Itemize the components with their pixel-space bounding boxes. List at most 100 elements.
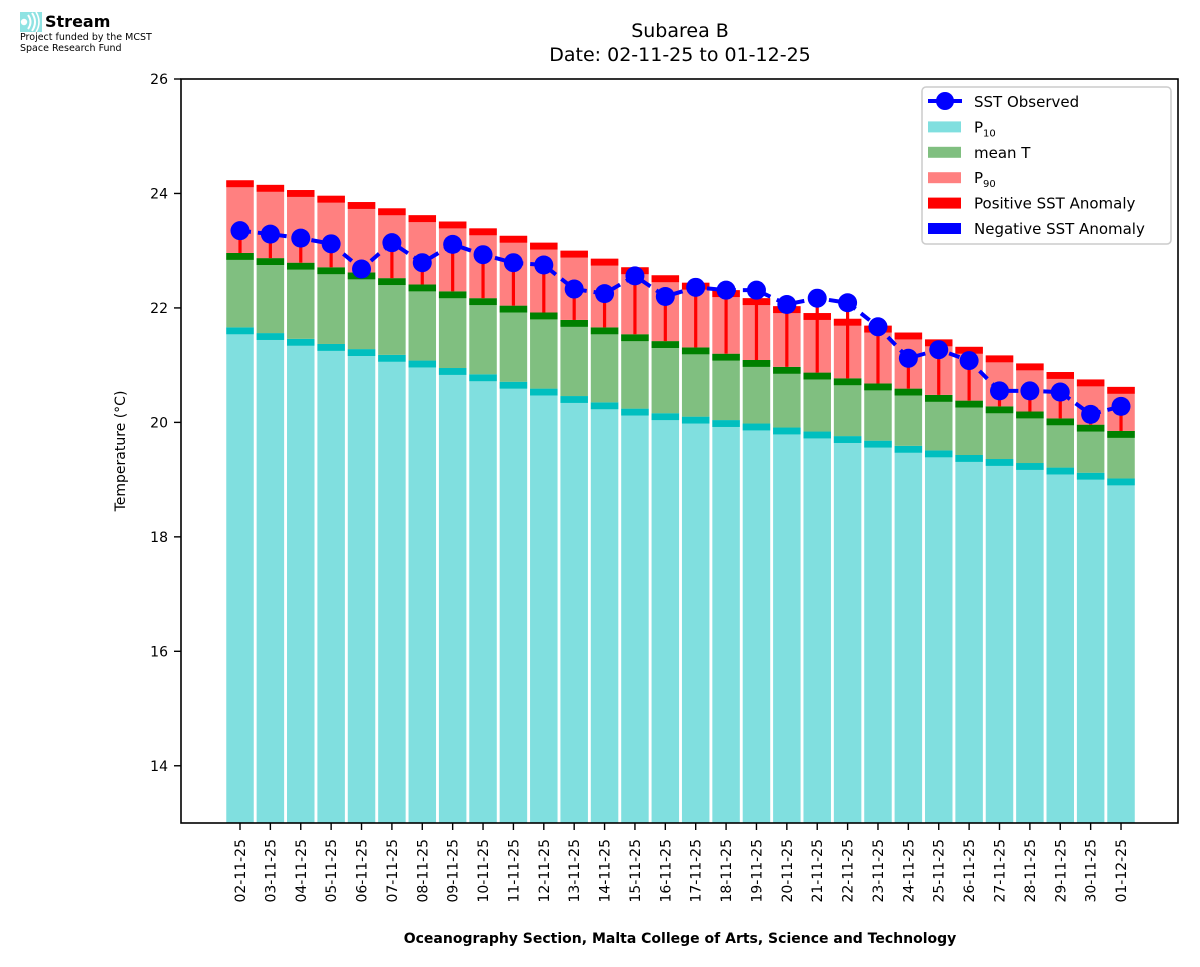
- bar-mean: [985, 406, 1014, 460]
- sst-observed-point: [1081, 404, 1101, 424]
- bar-mean: [1016, 411, 1044, 464]
- sst-observed-point: [382, 233, 402, 253]
- y-tick-label: 24: [150, 186, 168, 202]
- bar-p10-cap: [226, 327, 254, 335]
- bar-p90-cap: [1076, 379, 1105, 387]
- bar-p90-cap: [985, 355, 1014, 363]
- bar-mean-cap: [894, 388, 923, 396]
- brand-name: Stream: [45, 12, 111, 31]
- bar-p10-cap: [712, 420, 740, 427]
- bar-p90-cap: [499, 235, 528, 243]
- y-tick-label: 20: [150, 415, 168, 431]
- bar-p10-cap: [621, 408, 649, 416]
- bar-mean-cap: [226, 252, 254, 260]
- bar-mean: [712, 353, 740, 421]
- bar-p10: [590, 402, 619, 823]
- bar-p10-cap: [347, 349, 376, 356]
- bar-p10-cap: [924, 450, 953, 458]
- x-axis: 02-11-25 03-11-25 04-11-25 05-11-25 06-11-25…: [233, 823, 1130, 903]
- bar-mean: [651, 341, 680, 414]
- bar-p10: [469, 374, 497, 823]
- bar-mean-cap: [438, 291, 467, 299]
- x-tick-label: 26-11-25: [962, 839, 978, 903]
- bar-p10: [438, 368, 467, 823]
- x-tick-label: 11-11-25: [506, 839, 522, 903]
- bar-mean: [803, 372, 831, 432]
- bar-p90-cap: [560, 250, 588, 258]
- bar-p90-cap: [438, 221, 467, 229]
- bar-p10: [924, 450, 953, 823]
- x-tick-label: 19-11-25: [749, 839, 765, 903]
- bar-mean: [590, 327, 619, 403]
- sst-observed-point: [898, 348, 918, 368]
- legend-swatch-icon: [928, 172, 961, 184]
- bar-mean: [955, 400, 983, 456]
- chart-subtitle: Date: 02-11-25 to 01-12-25: [549, 44, 811, 66]
- bar-p90-cap: [317, 195, 345, 203]
- bar-mean-cap: [651, 341, 680, 348]
- x-tick-label: 16-11-25: [658, 839, 674, 903]
- x-tick-label: 25-11-25: [932, 839, 948, 903]
- bar-mean-cap: [317, 267, 345, 275]
- legend-label: mean T: [974, 144, 1031, 162]
- bar-p10-cap: [955, 455, 983, 462]
- bar-p10: [1016, 463, 1044, 823]
- sst-observed-point: [564, 279, 584, 299]
- bar-mean: [256, 258, 285, 334]
- bar-mean: [894, 388, 923, 446]
- x-tick-label: 06-11-25: [355, 839, 371, 903]
- y-tick-label: 16: [150, 644, 168, 660]
- sst-observed-point: [929, 340, 949, 360]
- bar-mean: [621, 334, 649, 409]
- bar-p10: [833, 436, 862, 823]
- y-axis-label: Temperature (°C): [113, 391, 129, 513]
- sst-observed-point: [1020, 381, 1040, 401]
- bar-p10-cap: [742, 423, 771, 431]
- sst-observed-point: [534, 255, 554, 275]
- x-tick-label: 08-11-25: [415, 839, 431, 903]
- x-tick-label: 27-11-25: [993, 839, 1009, 903]
- legend-label: Negative SST Anomaly: [974, 220, 1145, 238]
- bar-p90-cap: [347, 202, 376, 209]
- sst-observed-point: [1050, 382, 1070, 402]
- x-tick-label: 21-11-25: [810, 839, 826, 903]
- bar-p10: [560, 396, 588, 823]
- chart-title: Subarea B: [631, 20, 729, 42]
- bar-mean-cap: [590, 327, 619, 335]
- bar-p10-cap: [256, 333, 285, 340]
- bar-p10: [347, 349, 376, 823]
- bar-mean: [924, 394, 953, 451]
- y-tick-label: 18: [150, 530, 168, 546]
- sst-observed-point: [321, 234, 341, 254]
- bar-p10: [378, 354, 406, 823]
- sst-observed-point: [746, 280, 766, 300]
- sst-observed-point: [291, 228, 311, 248]
- x-tick-label: 05-11-25: [324, 839, 340, 903]
- bar-mean-cap: [530, 312, 558, 320]
- bar-p10: [226, 327, 254, 823]
- sst-observed-point: [777, 294, 797, 314]
- sst-observed-point: [838, 293, 858, 313]
- legend-swatch-icon: [928, 121, 961, 133]
- bar-mean: [864, 383, 892, 441]
- bar-mean-cap: [499, 305, 528, 313]
- branding: Stream Project funded by the MCST Space …: [20, 12, 152, 54]
- bar-p10: [1076, 472, 1105, 823]
- bar-p10: [955, 455, 983, 823]
- bar-mean-cap: [681, 347, 710, 355]
- bar-p10: [1107, 478, 1135, 823]
- brand-row: Stream: [20, 12, 152, 32]
- funding-line-1: Project funded by the MCST: [20, 32, 152, 43]
- x-tick-label: 04-11-25: [294, 839, 310, 903]
- x-tick-label: 24-11-25: [901, 839, 917, 903]
- bar-p10-cap: [317, 343, 345, 351]
- x-tick-label: 20-11-25: [780, 839, 796, 903]
- bar-p10: [773, 427, 801, 823]
- sst-observed-point: [625, 266, 645, 286]
- bar-p90-cap: [408, 215, 437, 223]
- bar-p10-cap: [773, 427, 801, 435]
- x-tick-label: 22-11-25: [841, 839, 857, 903]
- x-tick-label: 02-11-25: [233, 839, 249, 903]
- bar-p90-cap: [226, 180, 254, 188]
